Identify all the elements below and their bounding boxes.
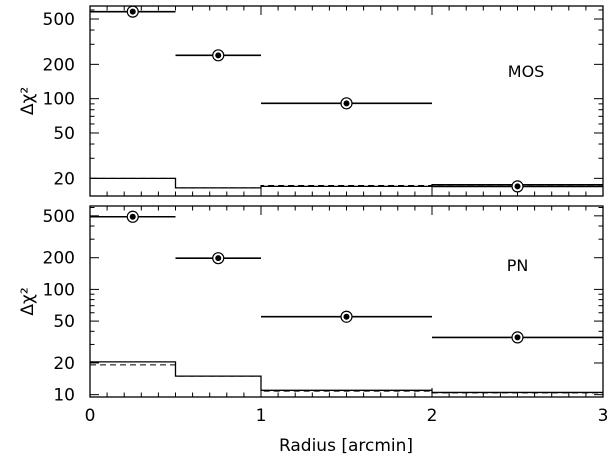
pn-y-tick-label: 500 bbox=[43, 207, 75, 227]
pn-panel: 0 1 2 3 10 20 50 100 200 500 PN bbox=[43, 205, 609, 426]
y-axis-title-pn: Δχ² bbox=[18, 287, 38, 315]
pn-data-point bbox=[514, 334, 521, 341]
pn-panel-label: PN bbox=[507, 256, 529, 275]
x-axis-title: Radius [arcmin] bbox=[279, 436, 413, 456]
mos-solid-reference-line bbox=[90, 177, 603, 189]
pn-solid-reference-line bbox=[90, 361, 603, 394]
pn-y-tick-label: 200 bbox=[43, 249, 75, 269]
y-axis-title-mos: Δχ² bbox=[18, 87, 38, 115]
mos-y-tick-label: 500 bbox=[43, 10, 75, 30]
mos-y-tick-label: 20 bbox=[53, 169, 75, 189]
x-tick-label: 0 bbox=[85, 406, 96, 426]
pn-y-tick-label: 100 bbox=[43, 280, 75, 300]
pn-dashed-reference-line bbox=[90, 364, 603, 394]
mos-panel-label: MOS bbox=[508, 62, 545, 81]
mos-y-tick-label: 100 bbox=[43, 90, 75, 110]
mos-y-tick-label: 50 bbox=[53, 124, 75, 144]
pn-plot-frame bbox=[89, 205, 604, 398]
mos-panel: 20 50 100 200 500 MOS bbox=[43, 5, 604, 197]
mos-y-tick-label: 200 bbox=[43, 55, 75, 75]
mos-data-point bbox=[514, 183, 521, 190]
pn-y-tick-label: 10 bbox=[53, 386, 75, 406]
mos-data-point bbox=[343, 100, 350, 107]
pn-y-tick-label: 50 bbox=[53, 312, 75, 332]
pn-y-tick-label: 20 bbox=[53, 354, 75, 374]
pn-data-point bbox=[343, 313, 350, 320]
mos-data-point bbox=[215, 52, 222, 59]
pn-data-point bbox=[129, 213, 136, 220]
x-tick-label: 3 bbox=[598, 406, 609, 426]
mos-data-point bbox=[129, 8, 136, 15]
x-tick-label: 2 bbox=[427, 406, 438, 426]
x-tick-label: 1 bbox=[256, 406, 267, 426]
pn-data-point bbox=[215, 255, 222, 262]
